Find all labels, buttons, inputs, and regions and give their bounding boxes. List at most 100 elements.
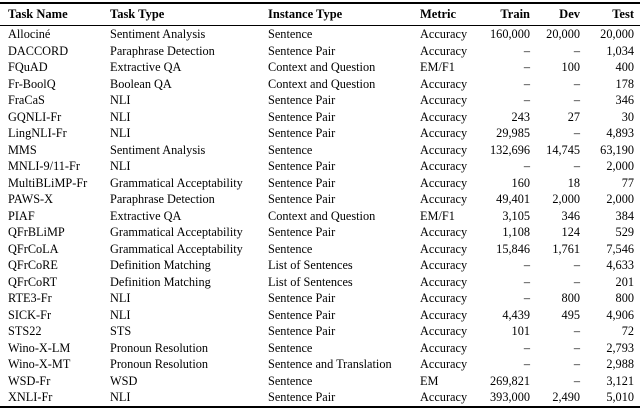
table-cell: 49,401 [496,192,530,206]
table-cell: 393,000 [490,390,530,404]
table-cell: 160,000 [490,27,530,41]
table-row: MNLI-9/11-Fr NLI Sentence Pair Accuracy – – 2,… [0,158,640,175]
table-cell: 2,793 [606,340,634,355]
table-cell: 30 [621,109,634,124]
table-cell: Sentence Pair [268,307,336,322]
table-cell: Accuracy [420,109,468,124]
table-cell: – [573,324,580,338]
task-name-cell: QFrCoRT [8,274,58,289]
table-row: QFrCoRE Definition Matching List of Senten… [0,257,640,274]
table-cell: Sentiment Analysis [110,142,206,157]
table-cell: Accuracy [420,192,468,206]
table-cell: 269,821 [490,373,530,388]
table-cell: Accuracy [420,390,468,404]
table-cell: – [573,357,580,371]
table-cell: – [523,357,530,371]
table-cell: 2,000 [606,192,634,206]
table-cell: Sentence Pair [268,159,336,173]
table-cell: Accuracy [420,159,468,173]
task-name-cell: WSD-Fr [8,373,51,388]
table-cell: Accuracy [420,225,468,239]
task-name-cell: SICK-Fr [8,307,52,322]
table-cell: 101 [511,324,530,338]
table-cell: – [573,159,580,173]
table-row: FQuAD Extractive QA Context and Question EM… [0,59,640,76]
table-cell: STS [110,324,132,338]
table-cell: Accuracy [420,241,468,256]
column-header-dev: Dev [559,7,580,21]
table-cell: Sentence [268,340,313,355]
task-name-cell: FQuAD [8,60,48,74]
table-cell: 20,000 [600,27,634,41]
table-cell: 800 [615,291,634,305]
table-row: PAWS-X Paraphrase Detection Sentence Pair A… [0,191,640,208]
table-cell: EM [420,373,439,388]
table-cell: Accuracy [420,43,468,58]
table-cell: 72 [621,324,634,338]
table-cell: 3,121 [606,373,634,388]
task-name-cell: Allociné [8,27,51,41]
task-name-cell: QFrCoRE [8,258,58,272]
table-cell: Accuracy [420,307,468,322]
table-cell: Sentence [268,373,313,388]
table-cell: Pronoun Resolution [110,340,209,355]
table-cell: Accuracy [420,274,468,289]
task-name-cell: Fr-BoolQ [8,76,56,91]
table-cell: Sentence [268,27,313,41]
table-row: WSD-Fr WSD Sentence EM 269,821 – 3,121 [0,373,640,390]
table-cell: 20,000 [546,27,580,41]
table-cell: Definition Matching [110,274,211,289]
table-cell: – [523,291,530,305]
table-cell: Sentiment Analysis [110,27,206,41]
table-cell: Sentence Pair [268,43,336,58]
task-name-cell: XNLI-Fr [8,390,53,404]
table-cell: List of Sentences [268,274,353,289]
table-cell: – [573,373,580,388]
table-cell: NLI [110,109,131,124]
table-row: Allociné Sentiment Analysis Sentence Accura… [0,26,640,43]
table-cell: Accuracy [420,93,468,107]
table-cell: EM/F1 [420,60,455,74]
task-name-cell: Wino-X-MT [8,357,71,371]
table-cell: Sentence Pair [268,324,336,338]
table-row: FraCaS NLI Sentence Pair Accuracy – – 346 [0,92,640,109]
table-cell: 1,108 [502,225,530,239]
table-cell: Grammatical Acceptability [110,225,243,239]
table-cell: Grammatical Acceptability [110,241,243,256]
table-cell: Accuracy [420,27,468,41]
column-header-test: Test [612,7,634,21]
table-cell: 2,988 [606,357,634,371]
table-cell: 4,633 [606,258,634,272]
table-cell: – [573,43,580,58]
table-cell: Accuracy [420,291,468,305]
table-cell: EM/F1 [420,208,455,223]
table-cell: 63,190 [600,142,634,157]
table-cell: List of Sentences [268,258,353,272]
table-cell: Paraphrase Detection [110,192,215,206]
column-header-task-type: Task Type [110,7,165,21]
table-cell: Context and Question [268,60,376,74]
table-cell: Sentence Pair [268,126,336,140]
table-cell: 1,761 [552,241,580,256]
table-cell: Sentence Pair [268,109,336,124]
table-cell: – [523,60,530,74]
task-name-cell: STS22 [8,324,42,338]
table-cell: NLI [110,93,131,107]
table-cell: – [523,159,530,173]
table-cell: 14,745 [546,142,580,157]
task-name-cell: PAWS-X [8,192,54,206]
table-cell: Sentence Pair [268,291,336,305]
table-cell: 7,546 [606,241,634,256]
table-cell: WSD [110,373,138,388]
table-cell: Sentence and Translation [268,357,392,371]
column-header-instance-type: Instance Type [268,7,343,21]
table-cell: 5,010 [606,390,634,404]
table-cell: 529 [615,225,634,239]
column-header-metric: Metric [420,7,457,21]
column-header-train: Train [500,7,530,21]
table-cell: 800 [561,291,580,305]
table-row: Fr-BoolQ Boolean QA Context and Question Ac… [0,76,640,93]
table-cell: – [523,258,530,272]
table-cell: Definition Matching [110,258,211,272]
table-cell: 27 [567,109,580,124]
